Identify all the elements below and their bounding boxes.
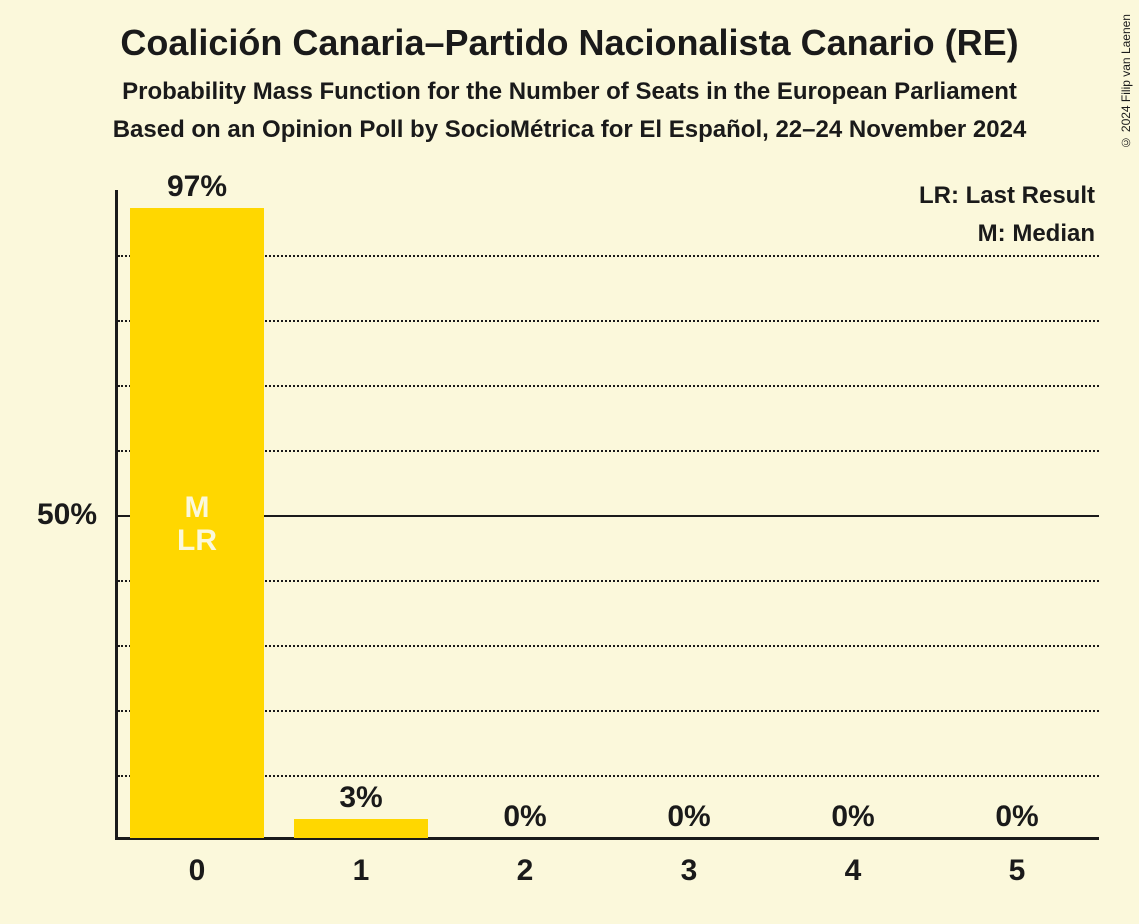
- gridline-minor: [118, 255, 1099, 257]
- chart-subtitle-1: Probability Mass Function for the Number…: [0, 64, 1139, 106]
- bar-value-label: 0%: [667, 800, 710, 834]
- plot-area: LR: Last Result M: Median 50%97%0MLR3%10…: [115, 190, 1099, 840]
- gridline-minor: [118, 385, 1099, 387]
- x-tick-label: 3: [681, 854, 698, 888]
- gridline-minor: [118, 775, 1099, 777]
- x-tick-label: 0: [189, 854, 206, 888]
- x-tick-label: 2: [517, 854, 534, 888]
- in-bar-last-result-label: LR: [177, 524, 217, 557]
- gridline-minor: [118, 710, 1099, 712]
- y-tick-label: 50%: [37, 498, 97, 532]
- gridline-minor: [118, 450, 1099, 452]
- bar-value-label: 0%: [503, 800, 546, 834]
- in-bar-labels: MLR: [177, 491, 217, 557]
- legend-last-result: LR: Last Result: [919, 182, 1095, 210]
- gridline-minor: [118, 645, 1099, 647]
- bar-value-label: 3%: [339, 781, 382, 815]
- bar-value-label: 97%: [167, 170, 227, 204]
- gridline-minor: [118, 580, 1099, 582]
- bar: [294, 819, 428, 839]
- bar-value-label: 0%: [831, 800, 874, 834]
- chart-area: LR: Last Result M: Median 50%97%0MLR3%10…: [0, 170, 1139, 910]
- x-tick-label: 1: [353, 854, 370, 888]
- copyright-text: © 2024 Filip van Laenen: [1119, 14, 1133, 149]
- bar-value-label: 0%: [995, 800, 1038, 834]
- gridline-minor: [118, 320, 1099, 322]
- x-tick-label: 5: [1009, 854, 1026, 888]
- x-tick-label: 4: [845, 854, 862, 888]
- chart-title: Coalición Canaria–Partido Nacionalista C…: [0, 0, 1139, 64]
- gridline-major: [118, 515, 1099, 517]
- in-bar-median-label: M: [177, 491, 217, 524]
- legend-median: M: Median: [978, 220, 1095, 248]
- chart-subtitle-2: Based on an Opinion Poll by SocioMétrica…: [0, 106, 1139, 144]
